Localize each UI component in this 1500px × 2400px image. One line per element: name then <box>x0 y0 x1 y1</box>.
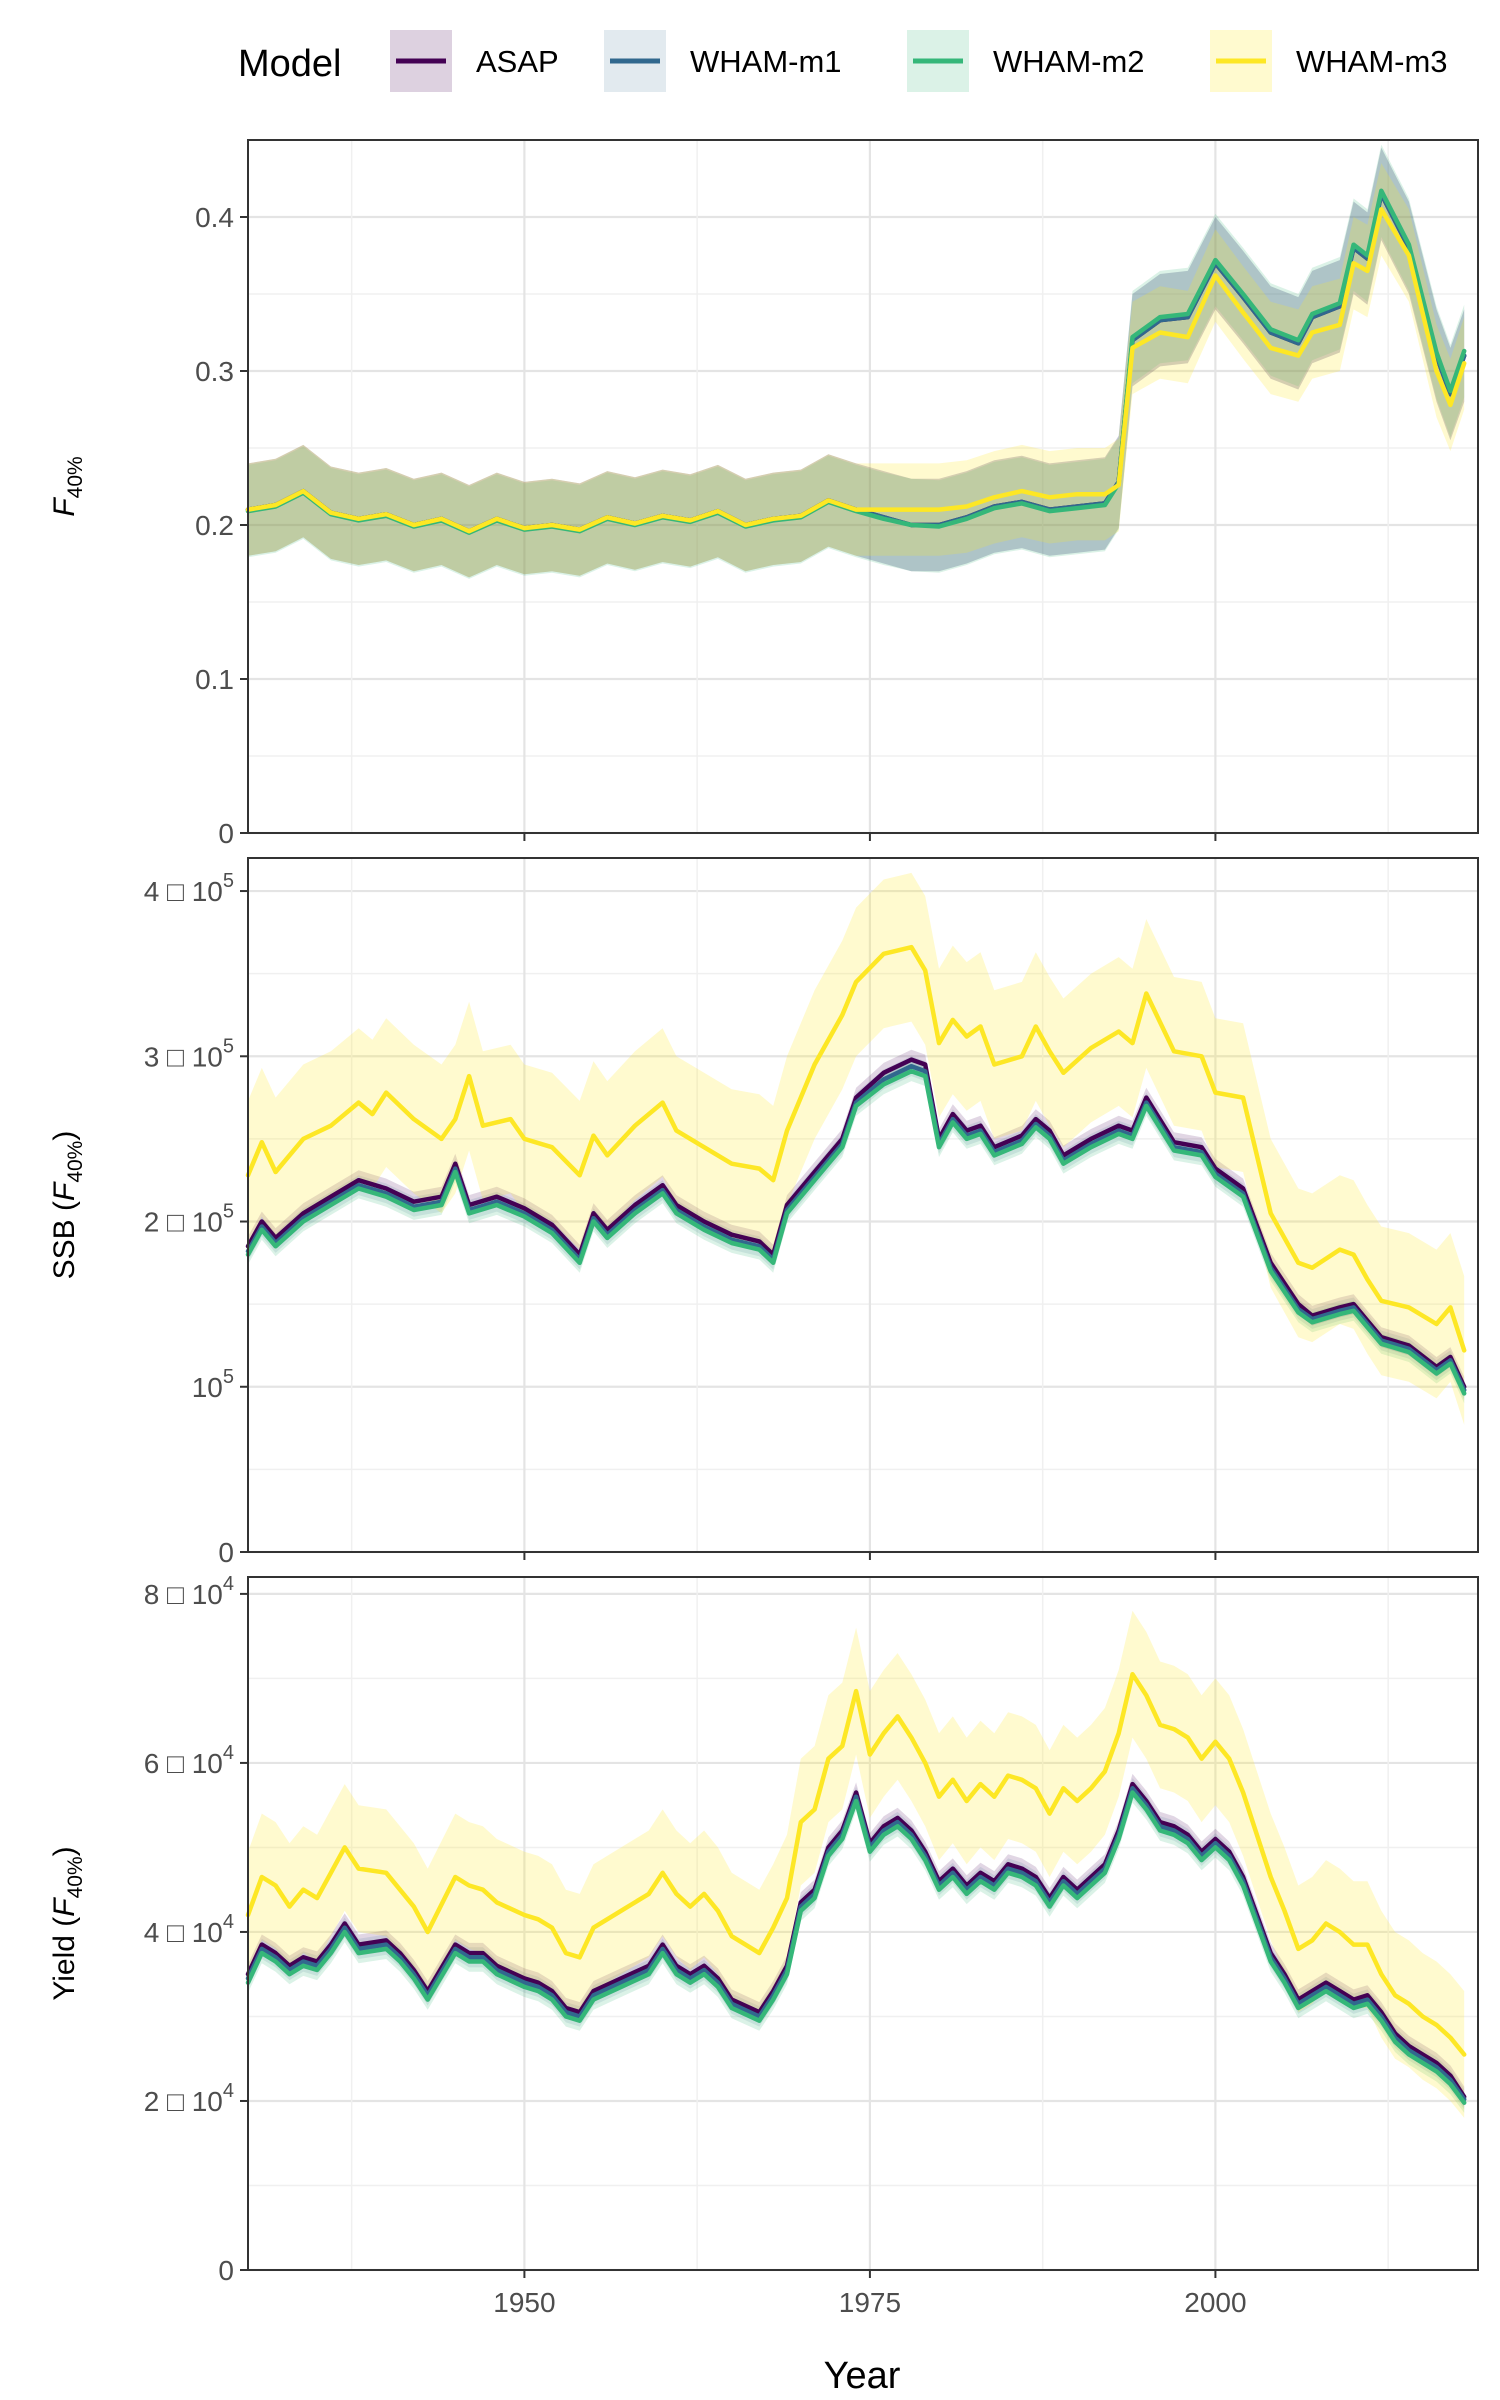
y-axis-title-prefix: Yield ( <box>48 1917 81 2001</box>
ribbon-wham-m3 <box>248 163 1465 578</box>
x-tick-label: 1975 <box>839 2287 901 2318</box>
ribbon-wham-m3 <box>248 872 1465 1425</box>
legend: Model ASAP WHAM-m1 WHAM-m2 WHAM-m3 <box>238 30 1448 92</box>
y-tick-label: 0.1 <box>195 664 234 695</box>
ribbon-wham-m1 <box>248 147 1465 578</box>
legend-item-wham-m3: WHAM-m3 <box>1210 30 1448 92</box>
y-tick-exponent: 5 <box>223 1201 234 1223</box>
y-tick-label: 2 □ 104 <box>144 2080 234 2117</box>
y-axis-title-symbol: F <box>48 1181 81 1201</box>
x-tick-label: 1950 <box>493 2287 555 2318</box>
ribbon-wham-m2 <box>248 144 1465 579</box>
series-line-wham-m1 <box>245 1786 1467 2102</box>
y-tick-exponent: 5 <box>223 870 234 892</box>
legend-title: Model <box>238 43 342 85</box>
series-line-asap <box>245 1781 1467 2100</box>
y-tick-exponent: 4 <box>223 1911 234 1933</box>
ribbon-asap <box>248 147 1465 578</box>
panel-yield: 0 2 □ 104 4 □ 104 6 □ 104 8 □ 104 1950 1975 200… <box>48 1573 1479 2318</box>
y-axis-title-symbol: F <box>48 497 81 517</box>
y-axis-title-subscript: 40% <box>64 456 87 498</box>
legend-item-wham-m1: WHAM-m1 <box>604 30 842 92</box>
y-axis-title-symbol: F <box>48 1897 81 1917</box>
y-tick-label: 8 □ 104 <box>144 1573 234 1610</box>
panel-border <box>247 857 1479 1553</box>
y-tick-exponent: 4 <box>223 2080 234 2102</box>
y-tick-label: 0 <box>218 2255 234 2286</box>
panel-border <box>247 139 1479 834</box>
y-axis-title-suffix: ) <box>48 1131 81 1141</box>
legend-label-wham-m2: WHAM-m2 <box>993 44 1145 79</box>
legend-item-wham-m2: WHAM-m2 <box>907 30 1145 92</box>
plot-background <box>248 1577 1478 2270</box>
series-line-wham-m3 <box>245 207 1467 534</box>
y-axis-title: Yield (F40%) <box>48 1846 87 2000</box>
legend-item-asap: ASAP <box>390 30 559 92</box>
y-tick-label: 0.3 <box>195 356 234 387</box>
y-tick-label: 0.4 <box>195 202 234 233</box>
y-tick-label: 6 □ 104 <box>144 1742 234 1779</box>
y-tick-label: 0.2 <box>195 510 234 541</box>
x-axis-title: Year <box>824 2355 901 2397</box>
y-axis-title-suffix: ) <box>48 1846 81 1856</box>
y-tick-exponent: 4 <box>223 1573 234 1595</box>
y-axis-title-subscript: 40% <box>64 1856 87 1898</box>
y-tick-exponent: 4 <box>223 1742 234 1764</box>
y-tick-exponent: 5 <box>223 1035 234 1057</box>
y-tick-label: 2 □ 105 <box>144 1201 234 1238</box>
x-tick-label: 2000 <box>1184 2287 1246 2318</box>
series-line-wham-m3 <box>245 1671 1467 2057</box>
y-tick-label: 4 □ 104 <box>144 1911 234 1948</box>
y-axis-title-subscript: 40% <box>64 1141 87 1183</box>
panel-f40: 0 0.1 0.2 0.3 0.4 F40% <box>48 139 1479 849</box>
series-line-wham-m3 <box>245 944 1467 1353</box>
y-tick-exponent: 5 <box>223 1366 234 1388</box>
legend-label-wham-m1: WHAM-m1 <box>690 44 842 79</box>
series-line-wham-m2 <box>245 1790 1467 2105</box>
y-tick-label: 4 □ 105 <box>144 870 234 907</box>
legend-label-asap: ASAP <box>476 44 559 79</box>
panel-border <box>247 1576 1479 2271</box>
legend-label-wham-m3: WHAM-m3 <box>1296 44 1448 79</box>
y-tick-label: 3 □ 105 <box>144 1035 234 1072</box>
y-tick-label: 0 <box>218 818 234 849</box>
y-tick-label: 0 <box>218 1537 234 1568</box>
plot-background <box>248 140 1478 833</box>
series-line-wham-m2 <box>245 1068 1467 1396</box>
y-axis-title: SSB (F40%) <box>48 1131 87 1280</box>
y-axis-title-prefix: SSB ( <box>48 1201 81 1279</box>
y-axis-title: F40% <box>48 456 87 516</box>
